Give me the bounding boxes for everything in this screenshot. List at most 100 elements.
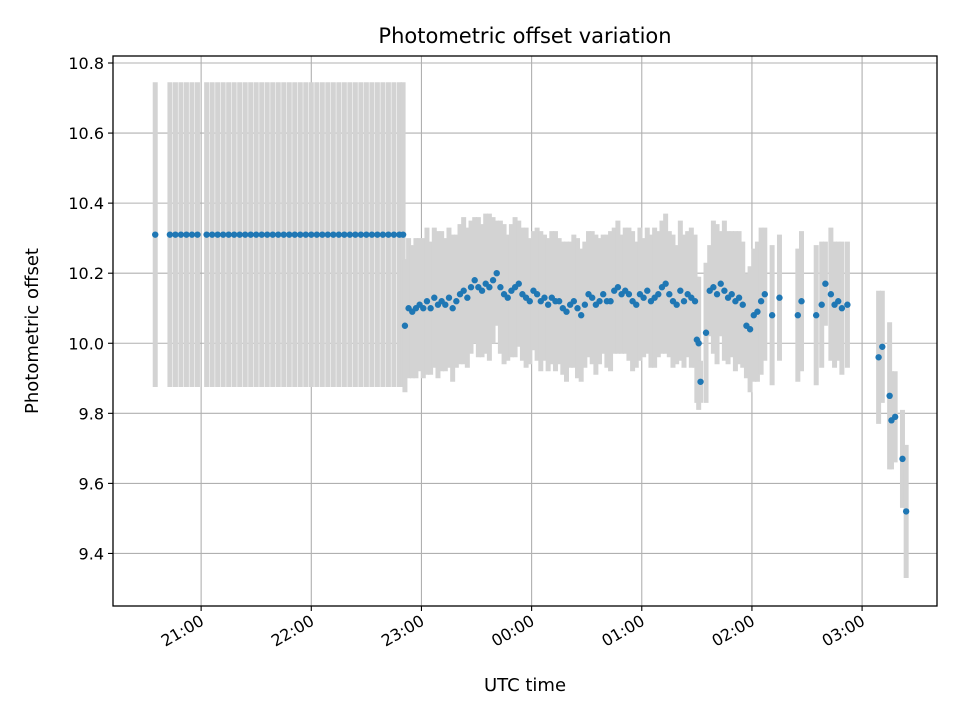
y-tick-label: 10.0 <box>68 334 104 353</box>
data-point <box>655 291 662 298</box>
data-point <box>677 287 684 294</box>
data-point <box>541 294 548 301</box>
data-point <box>280 231 287 238</box>
data-point <box>445 294 453 301</box>
data-point <box>390 231 398 238</box>
y-tick-label: 9.8 <box>79 404 104 423</box>
data-point <box>363 231 370 238</box>
data-point <box>166 231 174 238</box>
data-point <box>544 301 552 308</box>
data-point <box>324 231 332 238</box>
y-axis-title: Photometric offset <box>22 248 43 414</box>
data-point <box>302 231 309 238</box>
data-point <box>341 231 348 238</box>
data-point <box>614 284 622 291</box>
data-point <box>489 277 497 284</box>
data-point <box>702 329 710 336</box>
data-point <box>555 298 563 305</box>
data-point <box>230 231 238 238</box>
data-point <box>891 413 899 421</box>
data-point <box>625 291 633 298</box>
data-point <box>368 231 376 238</box>
y-tick-label: 9.6 <box>79 474 104 493</box>
data-point <box>313 231 320 238</box>
data-point <box>486 284 493 291</box>
data-point <box>844 301 851 308</box>
data-point <box>746 326 754 333</box>
data-point <box>308 231 315 238</box>
data-point <box>757 298 765 305</box>
y-tick-label: 10.2 <box>68 264 104 283</box>
data-point <box>577 312 585 319</box>
y-axis-ticks: 9.4 9.6 9.8 10.0 10.2 10.4 10.6 10.8 <box>68 54 113 563</box>
data-point <box>188 231 196 238</box>
data-point <box>460 287 467 294</box>
data-point <box>886 392 893 400</box>
data-point <box>442 301 449 308</box>
data-point <box>827 291 835 298</box>
data-point <box>710 284 717 291</box>
data-point <box>152 231 159 238</box>
data-point <box>673 301 680 308</box>
data-point <box>838 305 846 312</box>
data-point <box>203 231 210 238</box>
data-point <box>236 231 243 238</box>
data-point <box>875 354 882 361</box>
data-point <box>902 508 910 515</box>
data-point <box>596 298 603 305</box>
data-point <box>739 301 746 308</box>
x-axis-title: UTC time <box>484 675 566 696</box>
data-point <box>794 312 802 319</box>
data-point <box>183 231 190 238</box>
data-point <box>241 231 249 238</box>
data-point <box>225 231 232 238</box>
data-point <box>493 269 500 277</box>
data-point <box>401 322 409 329</box>
data-point <box>515 280 522 287</box>
data-point <box>253 231 260 238</box>
data-point <box>640 294 647 301</box>
data-point <box>177 231 185 238</box>
data-point <box>346 231 354 238</box>
data-point <box>219 231 227 238</box>
data-point <box>879 343 886 350</box>
data-point <box>680 298 688 305</box>
data-point <box>504 294 511 301</box>
data-point <box>588 294 596 301</box>
data-point <box>467 284 475 291</box>
data-point <box>319 231 326 238</box>
data-point <box>497 284 504 291</box>
data-point <box>335 231 343 238</box>
data-point <box>275 231 282 238</box>
data-point <box>633 301 640 308</box>
data-point <box>581 301 589 308</box>
data-point <box>357 231 365 238</box>
data-point <box>471 277 478 284</box>
data-point <box>644 287 651 294</box>
data-point <box>247 231 254 238</box>
data-point <box>735 294 743 301</box>
data-point <box>899 455 906 463</box>
data-point <box>385 231 392 238</box>
data-point <box>264 231 271 238</box>
data-point <box>776 294 783 301</box>
data-point <box>666 291 673 298</box>
data-points <box>152 231 910 515</box>
data-point <box>214 231 221 238</box>
data-point <box>291 231 298 238</box>
data-point <box>607 298 614 305</box>
data-point <box>423 298 431 305</box>
data-point <box>812 312 820 319</box>
y-tick-label: 10.8 <box>68 54 104 73</box>
data-point <box>754 308 761 315</box>
data-point <box>208 231 216 238</box>
data-point <box>662 280 669 287</box>
data-point <box>721 287 728 294</box>
data-point <box>526 298 533 305</box>
data-point <box>691 298 699 305</box>
data-point <box>297 231 304 238</box>
data-point <box>431 294 438 301</box>
data-point <box>728 291 735 298</box>
data-point <box>464 294 471 301</box>
